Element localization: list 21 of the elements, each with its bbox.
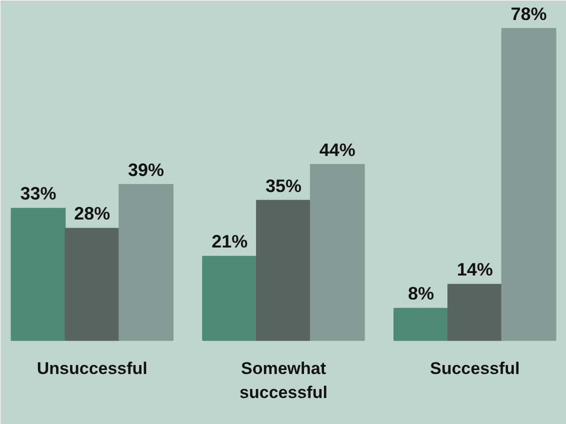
x-tick-label: Somewhat successful <box>240 359 328 402</box>
bar <box>310 164 365 341</box>
bar <box>64 228 120 341</box>
data-label: 28% <box>74 204 110 224</box>
bar <box>256 200 311 341</box>
data-label: 44% <box>319 140 356 160</box>
data-label: 39% <box>128 160 164 180</box>
bar <box>202 256 258 341</box>
bar <box>501 28 556 341</box>
data-label: 21% <box>212 232 248 252</box>
data-label: 14% <box>456 260 493 280</box>
bar <box>394 308 448 341</box>
x-tick-label: Successful <box>430 359 520 378</box>
data-label: 78% <box>510 4 547 24</box>
data-label: 35% <box>265 176 302 196</box>
data-label: 8% <box>408 284 434 304</box>
data-label: 33% <box>20 184 56 204</box>
x-tick-label: Unsuccessful <box>36 359 148 378</box>
bar <box>118 184 174 341</box>
bar <box>447 284 502 341</box>
bar <box>10 208 66 341</box>
